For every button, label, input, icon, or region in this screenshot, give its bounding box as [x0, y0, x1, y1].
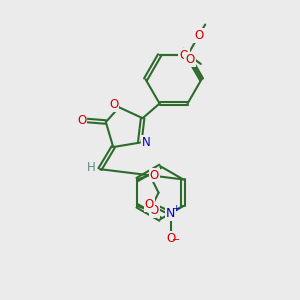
Text: O: O [149, 169, 159, 182]
Text: O: O [185, 53, 195, 66]
Text: O: O [179, 49, 189, 62]
Text: O: O [149, 204, 159, 217]
Text: N: N [142, 136, 151, 149]
Text: O: O [145, 198, 154, 211]
Text: O: O [166, 232, 175, 244]
Text: −: − [172, 235, 180, 245]
Text: O: O [77, 114, 86, 127]
Text: N: N [166, 207, 175, 220]
Text: +: + [172, 204, 179, 213]
Text: O: O [109, 98, 119, 111]
Text: H: H [87, 161, 96, 174]
Text: O: O [194, 29, 204, 42]
